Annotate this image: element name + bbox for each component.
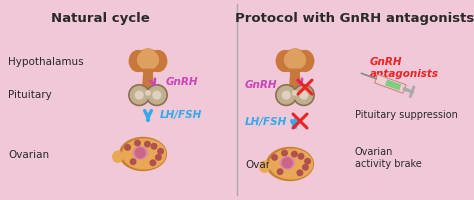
Circle shape xyxy=(150,160,155,166)
Circle shape xyxy=(283,158,292,168)
Ellipse shape xyxy=(295,87,312,104)
Ellipse shape xyxy=(280,157,294,169)
Ellipse shape xyxy=(284,51,305,70)
Text: Natural cycle: Natural cycle xyxy=(51,12,149,25)
Text: Ovarian
activity brake: Ovarian activity brake xyxy=(355,146,422,168)
Circle shape xyxy=(283,92,290,99)
Text: LH/FSH: LH/FSH xyxy=(160,109,202,119)
Ellipse shape xyxy=(129,85,150,106)
Ellipse shape xyxy=(270,149,312,179)
Ellipse shape xyxy=(129,51,147,72)
Ellipse shape xyxy=(149,51,167,72)
Ellipse shape xyxy=(148,87,165,104)
Ellipse shape xyxy=(276,85,297,106)
Ellipse shape xyxy=(123,139,165,169)
Ellipse shape xyxy=(135,50,161,73)
Circle shape xyxy=(130,159,136,165)
Circle shape xyxy=(135,148,145,158)
Circle shape xyxy=(282,150,287,156)
Ellipse shape xyxy=(296,51,314,72)
Polygon shape xyxy=(290,70,301,90)
Ellipse shape xyxy=(282,50,308,73)
Circle shape xyxy=(146,91,150,96)
Text: GnRH: GnRH xyxy=(245,80,277,90)
Circle shape xyxy=(136,92,143,99)
Text: Ovarian: Ovarian xyxy=(245,159,286,169)
Text: Protocol with GnRH antagonists: Protocol with GnRH antagonists xyxy=(236,12,474,25)
Circle shape xyxy=(305,159,310,164)
Circle shape xyxy=(155,155,161,160)
Circle shape xyxy=(153,92,161,99)
Text: Pituitary suppression: Pituitary suppression xyxy=(355,109,458,119)
Circle shape xyxy=(125,145,130,150)
Ellipse shape xyxy=(113,151,123,162)
Ellipse shape xyxy=(130,87,148,104)
Ellipse shape xyxy=(276,51,294,72)
Circle shape xyxy=(300,92,308,99)
Ellipse shape xyxy=(287,49,303,69)
Ellipse shape xyxy=(260,161,270,172)
Ellipse shape xyxy=(266,148,313,181)
Text: LH/FSH: LH/FSH xyxy=(245,116,287,126)
Circle shape xyxy=(303,165,308,170)
Text: GnRH: GnRH xyxy=(166,77,199,87)
Ellipse shape xyxy=(133,147,147,159)
Circle shape xyxy=(145,142,150,147)
Circle shape xyxy=(297,170,303,176)
Ellipse shape xyxy=(293,85,314,106)
Circle shape xyxy=(298,154,304,159)
Text: Hypothalamus: Hypothalamus xyxy=(8,57,83,67)
Circle shape xyxy=(158,149,164,154)
Ellipse shape xyxy=(277,87,295,104)
Circle shape xyxy=(135,141,140,146)
Ellipse shape xyxy=(140,49,155,69)
Polygon shape xyxy=(143,70,154,90)
Circle shape xyxy=(293,91,297,96)
Text: Pituitary: Pituitary xyxy=(8,90,52,100)
Polygon shape xyxy=(385,80,401,91)
Ellipse shape xyxy=(119,138,166,171)
Text: Ovarian: Ovarian xyxy=(8,149,49,159)
Polygon shape xyxy=(374,75,406,94)
Circle shape xyxy=(151,144,157,149)
Circle shape xyxy=(272,155,277,160)
Circle shape xyxy=(292,152,297,157)
Ellipse shape xyxy=(137,51,158,70)
Ellipse shape xyxy=(146,85,167,106)
Text: GnRH
antagonists: GnRH antagonists xyxy=(370,57,439,79)
Circle shape xyxy=(277,169,283,175)
